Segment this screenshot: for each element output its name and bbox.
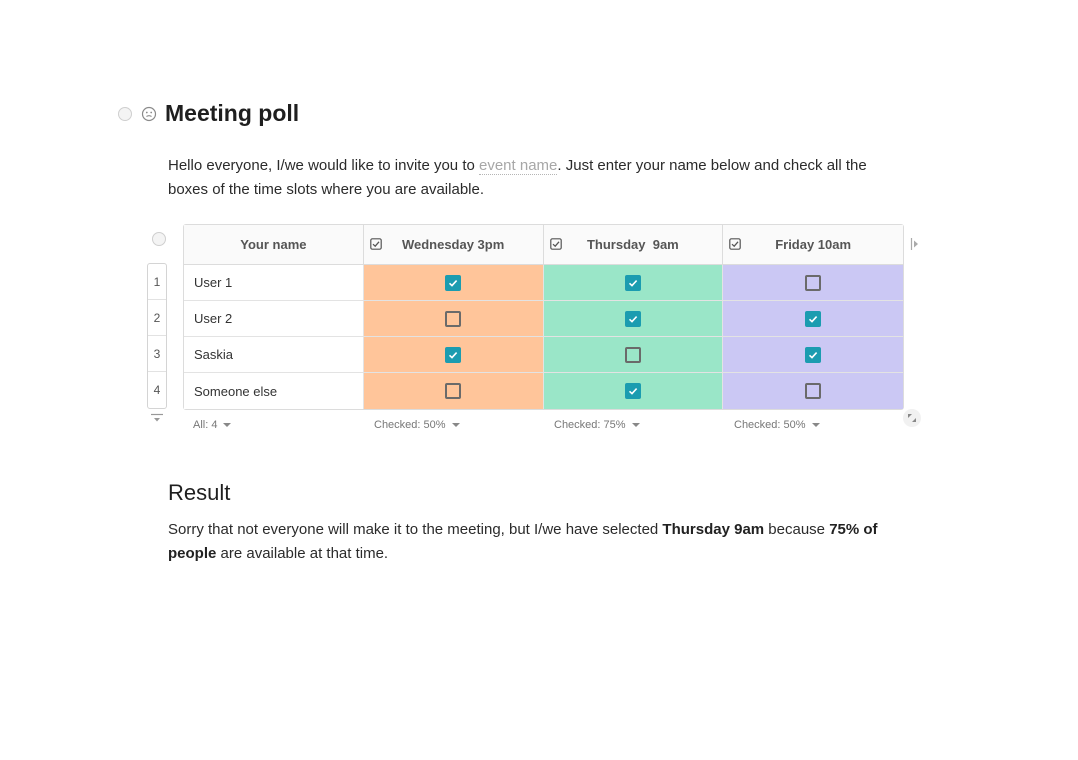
- caret-down-icon: [631, 423, 640, 427]
- checkbox-unchecked[interactable]: [805, 383, 822, 399]
- check-icon: [449, 279, 458, 287]
- page-title[interactable]: Meeting poll: [165, 100, 300, 126]
- checkbox-checked[interactable]: [445, 274, 462, 291]
- intro-paragraph[interactable]: Hello everyone, I/we would like to invit…: [168, 154, 888, 202]
- intro-text: Hello everyone, I/we would like to invit…: [168, 157, 479, 174]
- column-header-label: Thursday 9am: [586, 237, 679, 252]
- name-cell[interactable]: Someone else: [184, 373, 364, 409]
- name-cell[interactable]: User 2: [184, 301, 364, 336]
- check-icon: [628, 388, 638, 395]
- event-name-placeholder[interactable]: event name: [479, 157, 558, 175]
- caret-down-icon: [811, 423, 820, 427]
- summary-wednesday[interactable]: Checked: 50%: [374, 419, 460, 431]
- checkbox-unchecked[interactable]: [624, 346, 641, 363]
- title-row: Meeting poll: [118, 100, 299, 127]
- check-icon: [628, 315, 638, 323]
- summary-label: All: 4: [193, 419, 218, 431]
- checkbox-unchecked[interactable]: [445, 383, 462, 399]
- checkbox-checked[interactable]: [624, 274, 641, 291]
- table-select-handle[interactable]: [152, 232, 166, 246]
- checkbox-cell[interactable]: [363, 265, 544, 300]
- checkbox-checked[interactable]: [445, 346, 462, 363]
- checkbox-unchecked[interactable]: [805, 274, 822, 291]
- checkbox-cell[interactable]: [543, 373, 724, 409]
- name-cell[interactable]: Saskia: [184, 337, 364, 372]
- checkbox-cell[interactable]: [363, 373, 544, 409]
- column-header-label: Friday 10am: [775, 237, 852, 252]
- checkbox-checked[interactable]: [624, 383, 641, 399]
- table-row: Saskia: [184, 337, 904, 373]
- checkbox-type-icon: [549, 238, 562, 250]
- result-highlight-slot: Thursday 9am: [662, 521, 765, 538]
- check-icon: [449, 351, 458, 359]
- checkbox-cell[interactable]: [723, 337, 904, 372]
- checkbox-cell[interactable]: [543, 337, 724, 372]
- table-row: Someone else: [184, 373, 904, 409]
- block-handle[interactable]: [118, 106, 132, 121]
- row-number[interactable]: 1: [148, 264, 166, 300]
- checkbox-checked[interactable]: [805, 346, 822, 363]
- table-header-row: Your name Wednesday 3pm Thursday 9am Fri…: [184, 225, 903, 265]
- check-icon: [809, 351, 818, 359]
- result-paragraph[interactable]: Sorry that not everyone will make it to …: [168, 518, 888, 566]
- row-number[interactable]: 2: [148, 300, 166, 336]
- poll-table: Your name Wednesday 3pm Thursday 9am Fri…: [183, 224, 904, 410]
- checkbox-cell[interactable]: [543, 301, 724, 336]
- summary-label: Checked: 75%: [554, 419, 626, 431]
- column-header-friday[interactable]: Friday 10am: [723, 225, 903, 264]
- row-number[interactable]: 3: [148, 336, 166, 372]
- result-text: are available at that time.: [216, 545, 389, 562]
- column-header-label: Your name: [240, 237, 307, 252]
- checkbox-type-icon: [729, 238, 742, 250]
- column-header-label: Wednesday 3pm: [401, 237, 505, 252]
- resize-arrows-icon: [908, 414, 916, 422]
- checkbox-cell[interactable]: [723, 373, 904, 409]
- table-body: User 1 User 2 Saskia Someone else: [184, 265, 904, 409]
- checkbox-type-icon: [369, 238, 382, 250]
- name-cell[interactable]: User 1: [184, 265, 364, 300]
- summary-friday[interactable]: Checked: 50%: [734, 419, 820, 431]
- result-text: Sorry that not everyone will make it to …: [168, 521, 663, 538]
- checkbox-cell[interactable]: [723, 265, 904, 300]
- resize-icon[interactable]: [903, 409, 921, 427]
- summary-label: Checked: 50%: [374, 419, 446, 431]
- result-highlight-percent: 75% of people: [168, 521, 878, 562]
- checkbox-cell[interactable]: [723, 301, 904, 336]
- filter-icon[interactable]: [150, 413, 164, 423]
- checkbox-cell[interactable]: [363, 301, 544, 336]
- check-icon: [809, 315, 818, 323]
- caret-down-icon: [451, 423, 460, 427]
- intro-text-end: . Just enter your name below and check a…: [168, 157, 867, 198]
- summary-thursday[interactable]: Checked: 75%: [554, 419, 640, 431]
- check-icon: [628, 279, 638, 287]
- row-number[interactable]: 4: [153, 383, 161, 397]
- result-heading[interactable]: Result: [168, 480, 231, 505]
- checkbox-cell[interactable]: [363, 337, 544, 372]
- row-number-gutter: 1 2 3 4: [147, 263, 167, 409]
- column-header-thursday[interactable]: Thursday 9am: [544, 225, 724, 264]
- checkbox-checked[interactable]: [624, 310, 641, 327]
- emoji-icon[interactable]: [141, 106, 157, 122]
- table-row: User 2: [184, 301, 904, 337]
- summary-label: Checked: 50%: [734, 419, 806, 431]
- caret-down-icon: [223, 423, 232, 427]
- checkbox-cell[interactable]: [543, 265, 724, 300]
- summary-all[interactable]: All: 4: [193, 419, 232, 431]
- table-row: User 1: [184, 265, 904, 301]
- column-header-wednesday[interactable]: Wednesday 3pm: [364, 225, 544, 264]
- checkbox-unchecked[interactable]: [445, 310, 462, 327]
- column-header-name[interactable]: Your name: [184, 225, 364, 264]
- checkbox-checked[interactable]: [805, 310, 822, 327]
- result-text: because: [764, 521, 830, 538]
- add-column-icon[interactable]: [910, 237, 920, 251]
